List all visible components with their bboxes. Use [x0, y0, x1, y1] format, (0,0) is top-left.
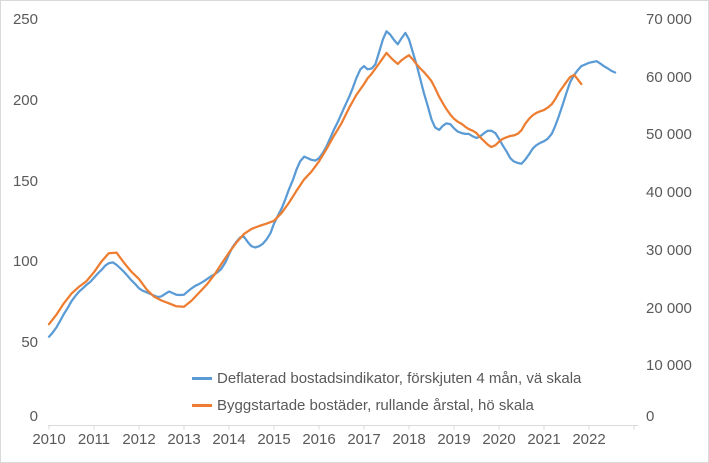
- x-axis-ticks: [48, 425, 635, 430]
- y-axis-left-tick-label: 200: [12, 91, 38, 109]
- x-axis-year-label: 2011: [77, 431, 111, 448]
- y-axis-left-tick-label: 250: [12, 11, 38, 28]
- orange-legend-line-icon: [192, 404, 212, 407]
- y-axis-right-tick-label: 30 000: [646, 241, 692, 259]
- y-axis-left-tick-label: 50: [21, 334, 38, 352]
- blue-series-line: [47, 30, 617, 338]
- x-axis-year-label: 2021: [527, 431, 561, 448]
- y-axis-right-tick-label: 10 000: [646, 357, 692, 375]
- y-axis-right-tick-label: 70 000: [646, 11, 692, 28]
- x-axis-year-label: 2014: [212, 431, 246, 448]
- x-axis-year-label: 2018: [392, 431, 426, 448]
- blue-legend-line-icon: [192, 377, 212, 380]
- y-axis-right-tick-label: 40 000: [646, 184, 692, 202]
- x-axis-year-label: 2013: [167, 431, 201, 448]
- x-axis-year-label: 2012: [122, 431, 156, 448]
- y-axis-right-tick-label: 0: [646, 408, 655, 425]
- y-axis-right-tick-label: 50 000: [646, 126, 692, 144]
- orange-series-line: [47, 51, 583, 326]
- y-axis-left-tick-label: 100: [12, 253, 38, 271]
- x-axis-year-label: 2016: [302, 431, 336, 448]
- x-axis-year-label: 2010: [32, 431, 66, 448]
- y-axis-left-tick-label: 0: [29, 408, 38, 425]
- legend: Deflaterad bostadsindikator, förskjuten …: [192, 365, 581, 419]
- legend-label-blue: Deflaterad bostadsindikator, förskjuten …: [217, 370, 582, 387]
- legend-item-orange: Byggstartade bostäder, rullande årstal, …: [192, 392, 581, 419]
- legend-label-orange: Byggstartade bostäder, rullande årstal, …: [217, 397, 534, 414]
- x-axis-year-label: 2017: [347, 431, 381, 448]
- y-axis-left-tick-label: 150: [12, 172, 38, 190]
- x-axis-year-label: 2020: [482, 431, 516, 448]
- y-axis-right-tick-label: 20 000: [646, 299, 692, 317]
- x-axis-year-label: 2019: [437, 431, 471, 448]
- x-axis-year-label: 2022: [572, 431, 606, 448]
- y-axis-right-tick-label: 60 000: [646, 68, 692, 86]
- legend-item-blue: Deflaterad bostadsindikator, förskjuten …: [192, 365, 581, 392]
- x-axis-year-label: 2015: [257, 431, 291, 448]
